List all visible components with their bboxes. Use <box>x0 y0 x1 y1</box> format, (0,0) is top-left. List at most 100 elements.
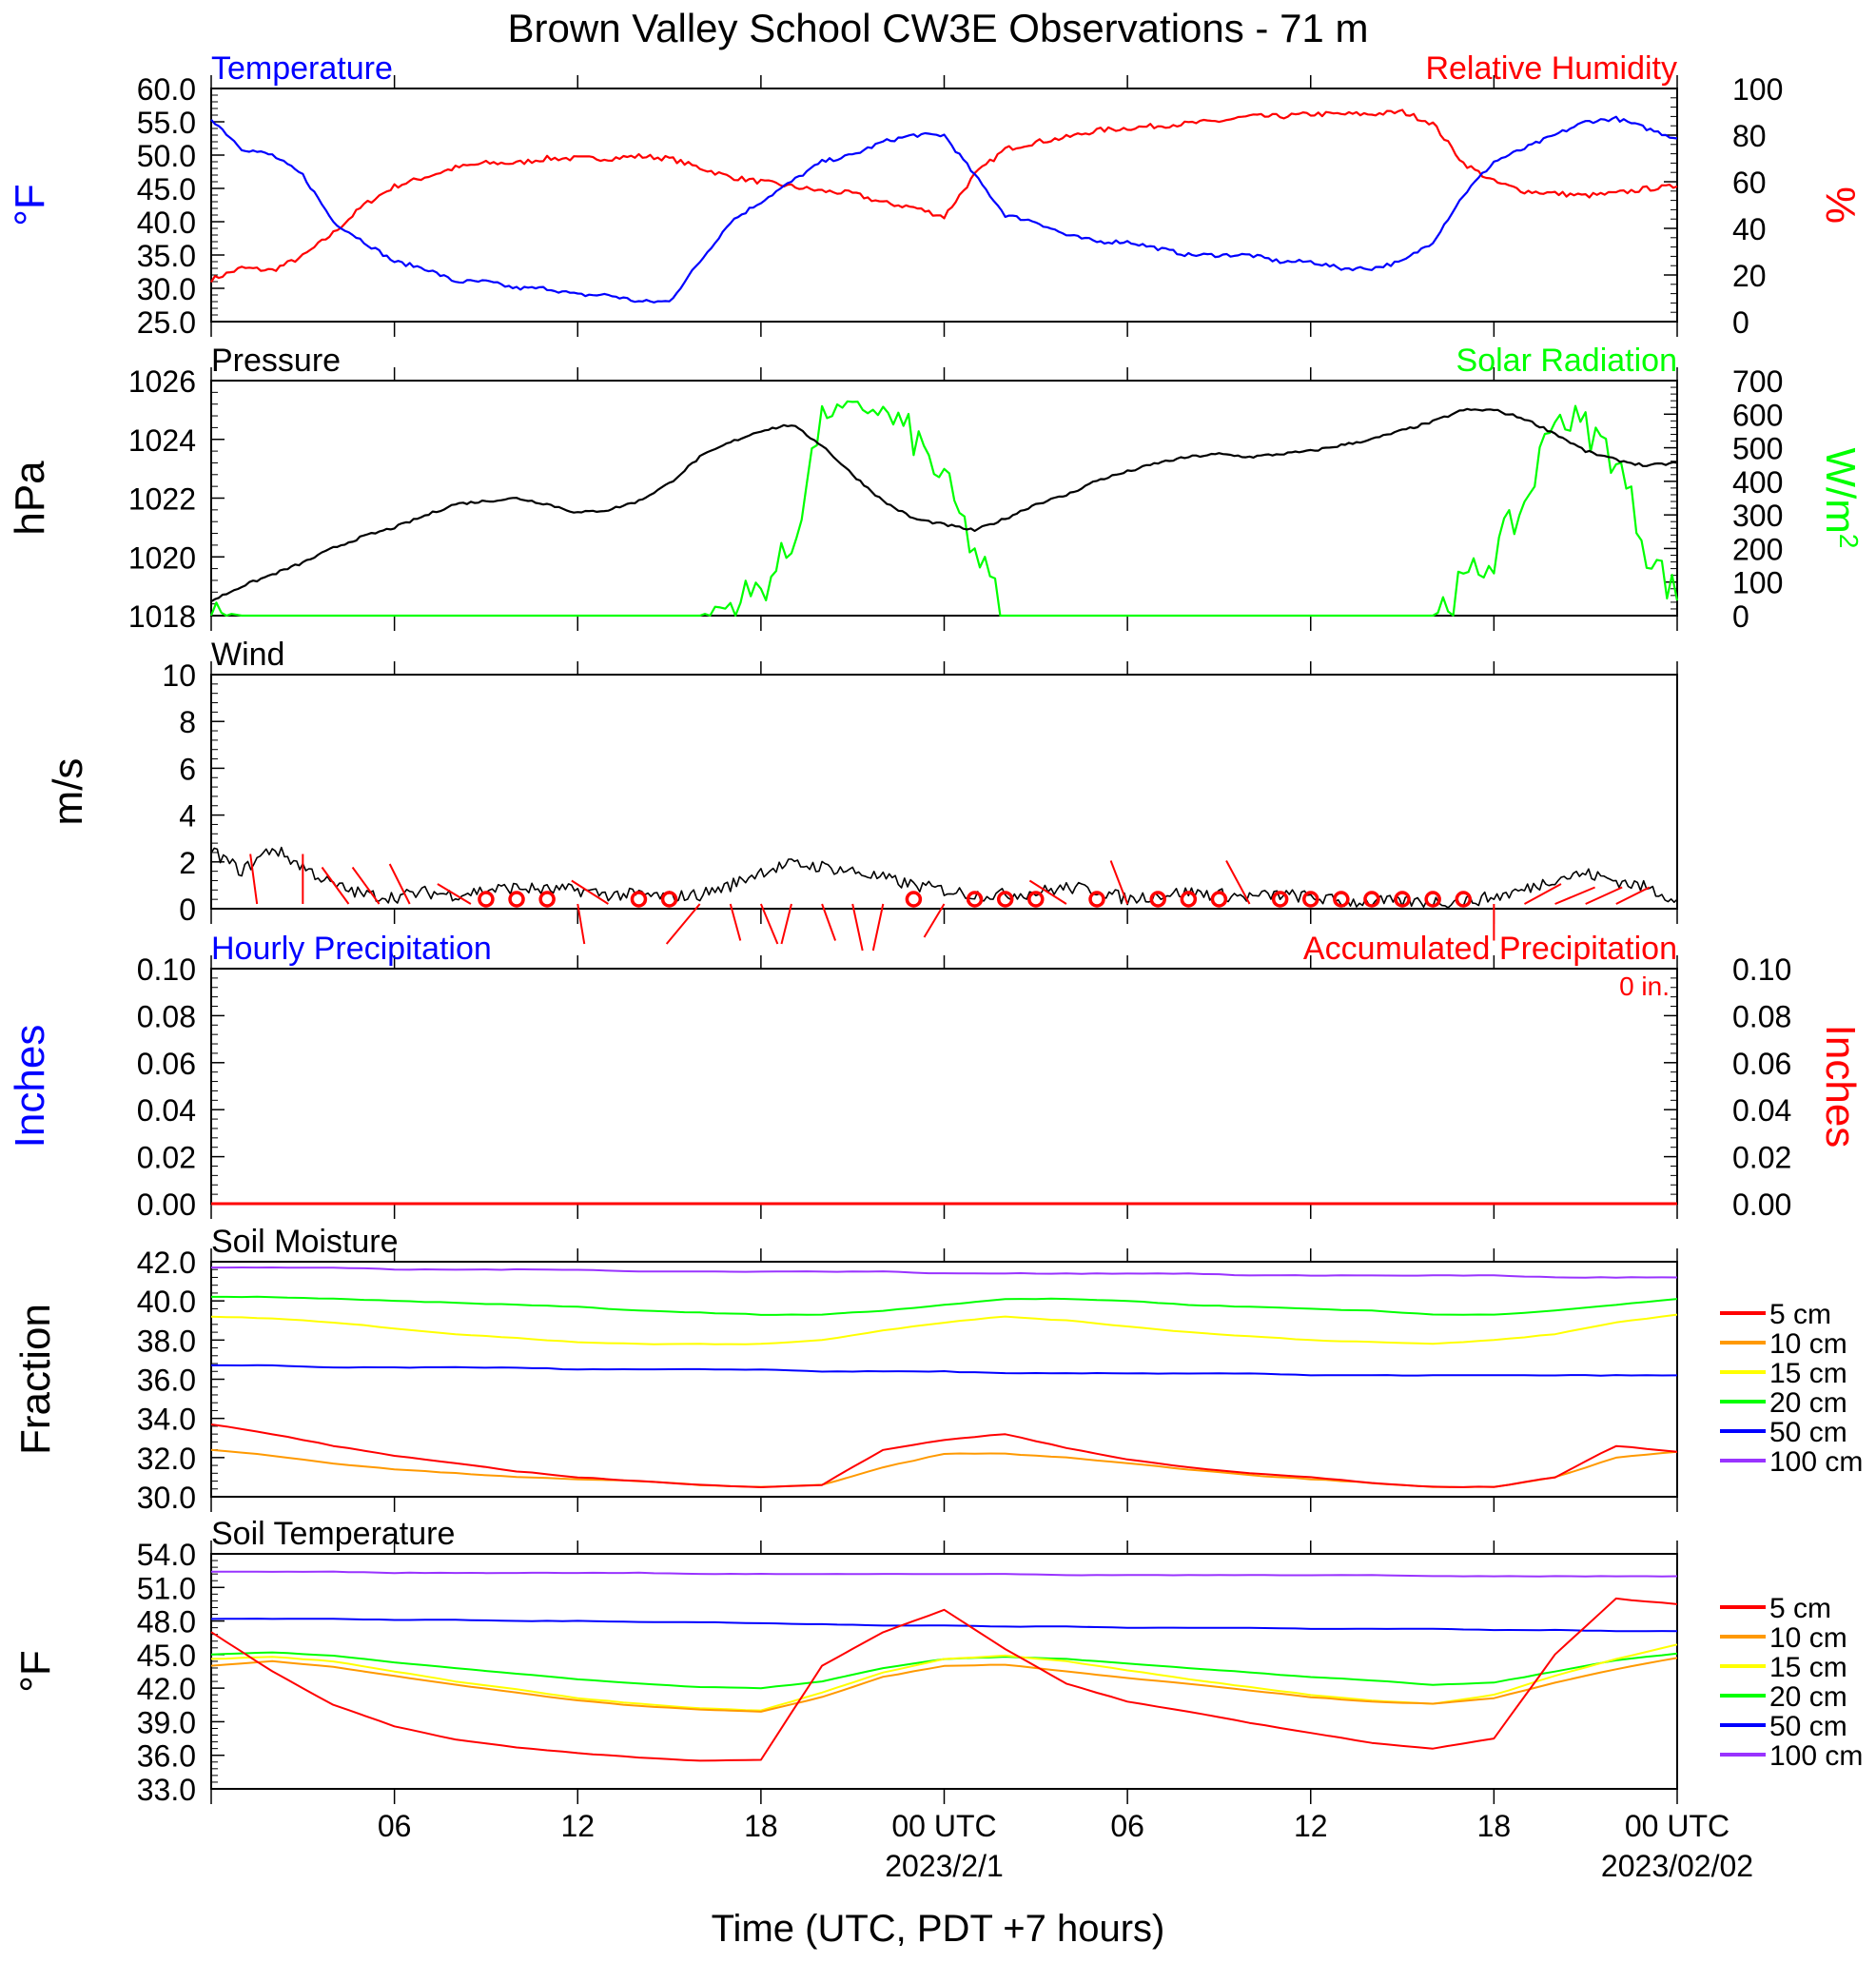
precip-y-tick-label: 0.02 <box>137 1141 196 1175</box>
soil-temperature-series-5cm <box>210 1597 1678 1762</box>
soil-moisture-series-5cm <box>210 1423 1678 1488</box>
soil-temperature-axis-label: °F <box>12 1650 59 1692</box>
panel-frame-5 <box>210 1261 1678 1498</box>
precip-y-tick-label: 0.04 <box>137 1093 196 1128</box>
series-temperature <box>210 115 1678 304</box>
solar-y-tick-label: 700 <box>1732 364 1783 399</box>
rh-y-tick-label: 0 <box>1732 305 1749 340</box>
wind-y-tick-label: 6 <box>179 752 196 786</box>
soil-moisture-y-tick-label: 32.0 <box>137 1442 196 1476</box>
panel-frame-4 <box>210 968 1678 1205</box>
accum-y-tick-label: 0.02 <box>1732 1141 1791 1175</box>
wind-barb <box>1585 886 1623 905</box>
wind-barb <box>1554 886 1595 905</box>
soil-moisture-series-100cm <box>211 1266 1678 1279</box>
solar-y-tick-label: 300 <box>1732 499 1783 533</box>
wind-axis-label: m/s <box>45 758 91 826</box>
wind-barb-calm <box>1027 891 1045 908</box>
rh-y-tick-label: 80 <box>1732 119 1767 153</box>
wind-barb-calm <box>996 891 1014 908</box>
soil-moisture-legend-label: 100 cm <box>1769 1446 1863 1478</box>
soil-temperature-legend-label: 10 cm <box>1769 1622 1847 1654</box>
x-tick-label: 18 <box>1477 1809 1512 1843</box>
accum-axis-label: Inches <box>1817 1025 1864 1148</box>
series-solar-radiation <box>209 400 1679 618</box>
panel-frame-6 <box>210 1553 1678 1790</box>
series-pressure <box>210 407 1678 603</box>
pressure-y-tick-label: 1024 <box>128 423 196 458</box>
solar-axis-label: W/m2 <box>1817 448 1864 549</box>
soil-moisture-series-50cm <box>211 1364 1678 1377</box>
wind-barb-calm <box>1149 891 1166 908</box>
wind-y-tick-label: 2 <box>179 846 196 880</box>
panels: Temperature Relative Humidity25.030.035.0… <box>7 50 1864 1883</box>
panel-title-humidity: Relative Humidity <box>1425 50 1677 87</box>
solar-axis-label-exponent: 2 <box>1834 534 1864 549</box>
solar-y-tick-label: 400 <box>1732 465 1783 500</box>
soil-temperature-series-50cm <box>210 1618 1678 1633</box>
soil-moisture-series-10cm <box>210 1448 1678 1488</box>
soil-temperature-series-10cm <box>210 1657 1678 1713</box>
accum-y-tick-label: 0.04 <box>1732 1093 1791 1128</box>
wind-barb-calm <box>966 891 984 908</box>
soil-temperature-y-tick-label: 36.0 <box>137 1739 196 1774</box>
x-tick-label: 12 <box>560 1809 595 1843</box>
solar-y-tick-label: 500 <box>1732 432 1783 466</box>
wind-barb <box>571 879 609 905</box>
wind-barb-calm <box>630 891 648 908</box>
wind-barb <box>665 903 701 945</box>
panel-title-hourly-precip: Hourly Precipitation <box>211 931 492 967</box>
panel-title-pressure: Pressure <box>211 343 341 379</box>
pressure-y-tick-label: 1018 <box>128 599 196 634</box>
panel-title-wind: Wind <box>211 637 284 673</box>
wind-barb <box>351 866 381 905</box>
wind-barb <box>1524 883 1562 905</box>
soil-moisture-y-tick-label: 38.0 <box>137 1324 196 1358</box>
wind-barb-calm <box>1455 891 1473 908</box>
temp-y-tick-label: 50.0 <box>137 139 196 173</box>
wind-barb <box>1225 860 1251 905</box>
soil-moisture-y-tick-label: 30.0 <box>137 1481 196 1515</box>
x-tick-label: 06 <box>1110 1809 1144 1843</box>
wind-barb-calm <box>1088 891 1105 908</box>
soil-moisture-legend-label: 50 cm <box>1769 1417 1847 1448</box>
wind-y-tick-label: 0 <box>179 893 196 927</box>
panel-title-solar: Solar Radiation <box>1456 343 1677 379</box>
soil-temperature-legend-label: 50 cm <box>1769 1711 1847 1742</box>
wind-barb-calm <box>1271 891 1289 908</box>
temp-axis-label: °F <box>7 184 53 226</box>
wind-barb <box>249 854 259 905</box>
soil-temperature-legend-label: 15 cm <box>1769 1652 1847 1683</box>
accum-precip-total: 0 in. <box>1619 972 1670 1001</box>
rh-y-tick-label: 100 <box>1732 72 1783 107</box>
x-tick-label: 00 UTC <box>1625 1809 1729 1843</box>
soil-temperature-legend-label: 20 cm <box>1769 1681 1847 1713</box>
pressure-y-tick-label: 1026 <box>128 364 196 399</box>
wind-barb <box>1028 879 1067 905</box>
soil-temperature-y-tick-label: 51.0 <box>137 1571 196 1605</box>
wind-barb <box>759 903 779 945</box>
precip-y-tick-label: 0.06 <box>137 1047 196 1081</box>
soil-moisture-legend-label: 15 cm <box>1769 1358 1847 1389</box>
precip-y-tick-label: 0.08 <box>137 999 196 1033</box>
solar-y-tick-label: 200 <box>1732 532 1783 566</box>
wind-barb <box>576 903 586 945</box>
x-tick-label: 06 <box>378 1809 412 1843</box>
soil-moisture-y-tick-label: 36.0 <box>137 1364 196 1398</box>
panel-title-temperature: Temperature <box>211 50 393 87</box>
wind-barb <box>1109 860 1129 905</box>
temp-y-tick-label: 25.0 <box>137 305 196 340</box>
wind-barb-calm <box>905 891 923 908</box>
panel-title-accum-precip: Accumulated Precipitation <box>1303 931 1677 967</box>
accum-y-tick-label: 0.10 <box>1732 952 1791 987</box>
soil-temperature-legend-label: 5 cm <box>1769 1593 1831 1624</box>
panel-title-soil-temperature: Soil Temperature <box>211 1516 455 1552</box>
panel-title-soil-moisture: Soil Moisture <box>211 1224 399 1260</box>
panel-frame-3 <box>210 674 1678 910</box>
wind-barb <box>821 903 837 941</box>
wind-barb <box>388 863 411 905</box>
x-tick-label: 18 <box>744 1809 778 1843</box>
soil-temperature-y-tick-label: 39.0 <box>137 1705 196 1739</box>
accum-y-tick-label: 0.08 <box>1732 999 1791 1033</box>
